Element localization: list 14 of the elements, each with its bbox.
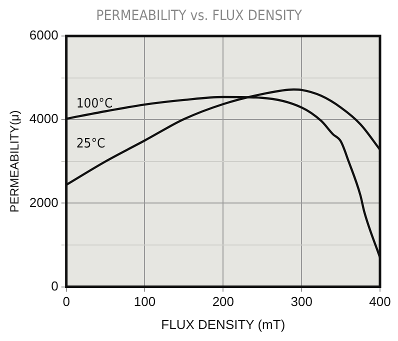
y-tick-label: 0 [51, 278, 58, 294]
series-label: 25°C [76, 136, 106, 152]
x-axis-title: FLUX DENSITY (mT) [161, 316, 286, 332]
x-tick-label: 0 [62, 294, 70, 310]
y-tick-label: 6000 [29, 28, 58, 43]
x-tick-label: 100 [134, 294, 156, 310]
x-tick-label: 400 [369, 294, 391, 310]
series-label: 100°C [76, 96, 113, 112]
y-axis-title: PERMEABILITY(μ) [8, 110, 22, 213]
x-tick-label: 200 [212, 294, 234, 310]
y-tick-label: 2000 [29, 194, 58, 210]
y-tick-label: 4000 [29, 111, 58, 126]
chart-title: PERMEABILITY vs. FLUX DENSITY [95, 8, 303, 24]
x-tick-label: 300 [290, 294, 312, 310]
